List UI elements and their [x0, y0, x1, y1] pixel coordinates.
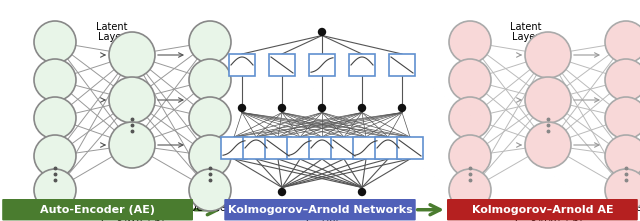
FancyBboxPatch shape: [243, 137, 269, 159]
Circle shape: [34, 169, 76, 211]
Circle shape: [278, 105, 285, 112]
FancyBboxPatch shape: [309, 137, 335, 159]
Circle shape: [399, 105, 406, 112]
Circle shape: [605, 21, 640, 63]
Text: Decoder: Decoder: [605, 203, 640, 213]
FancyBboxPatch shape: [375, 137, 401, 159]
FancyBboxPatch shape: [349, 54, 375, 76]
Text: Layer: Layer: [513, 32, 540, 42]
Text: $y = \sigma(h(x) + b)$: $y = \sigma(h(x) + b)$: [513, 211, 583, 221]
Circle shape: [449, 97, 491, 139]
Circle shape: [449, 169, 491, 211]
Circle shape: [189, 135, 231, 177]
Circle shape: [189, 21, 231, 63]
Circle shape: [109, 32, 155, 78]
Text: Auto-Encoder (AE): Auto-Encoder (AE): [40, 205, 155, 215]
Circle shape: [34, 21, 76, 63]
Circle shape: [525, 32, 571, 78]
FancyBboxPatch shape: [221, 137, 247, 159]
Text: Kolmogorov–Arnold AE: Kolmogorov–Arnold AE: [472, 205, 613, 215]
FancyBboxPatch shape: [2, 199, 193, 221]
Circle shape: [449, 59, 491, 101]
FancyBboxPatch shape: [269, 54, 295, 76]
Circle shape: [449, 135, 491, 177]
Text: Kolmogorov–Arnold Networks: Kolmogorov–Arnold Networks: [228, 205, 412, 215]
FancyBboxPatch shape: [265, 137, 291, 159]
Circle shape: [109, 122, 155, 168]
Circle shape: [449, 21, 491, 63]
Text: Latent: Latent: [96, 22, 128, 32]
Text: Encoder: Encoder: [450, 203, 490, 213]
Circle shape: [605, 169, 640, 211]
Circle shape: [525, 77, 571, 123]
Text: Layer: Layer: [99, 32, 125, 42]
Text: $y = f(x)$: $y = f(x)$: [304, 211, 340, 221]
Circle shape: [319, 29, 326, 36]
Circle shape: [319, 105, 326, 112]
FancyBboxPatch shape: [389, 54, 415, 76]
Circle shape: [358, 189, 365, 196]
Circle shape: [605, 97, 640, 139]
FancyBboxPatch shape: [224, 199, 416, 221]
FancyBboxPatch shape: [397, 137, 423, 159]
Circle shape: [605, 59, 640, 101]
Circle shape: [605, 135, 640, 177]
Text: $y = \sigma(Wx + b)$: $y = \sigma(Wx + b)$: [99, 211, 166, 221]
FancyBboxPatch shape: [447, 199, 638, 221]
Text: Decoder: Decoder: [189, 203, 230, 213]
Circle shape: [34, 59, 76, 101]
FancyBboxPatch shape: [229, 54, 255, 76]
FancyBboxPatch shape: [287, 137, 313, 159]
FancyBboxPatch shape: [331, 137, 357, 159]
Circle shape: [189, 59, 231, 101]
FancyBboxPatch shape: [353, 137, 379, 159]
Circle shape: [34, 97, 76, 139]
Circle shape: [109, 77, 155, 123]
Circle shape: [34, 135, 76, 177]
Circle shape: [239, 105, 246, 112]
Circle shape: [278, 189, 285, 196]
Text: Encoder: Encoder: [35, 203, 75, 213]
Circle shape: [189, 169, 231, 211]
Circle shape: [525, 122, 571, 168]
FancyBboxPatch shape: [309, 54, 335, 76]
Text: Latent: Latent: [510, 22, 541, 32]
Circle shape: [189, 97, 231, 139]
Text: Learnable Activation Functions: Learnable Activation Functions: [246, 203, 397, 213]
Circle shape: [358, 105, 365, 112]
